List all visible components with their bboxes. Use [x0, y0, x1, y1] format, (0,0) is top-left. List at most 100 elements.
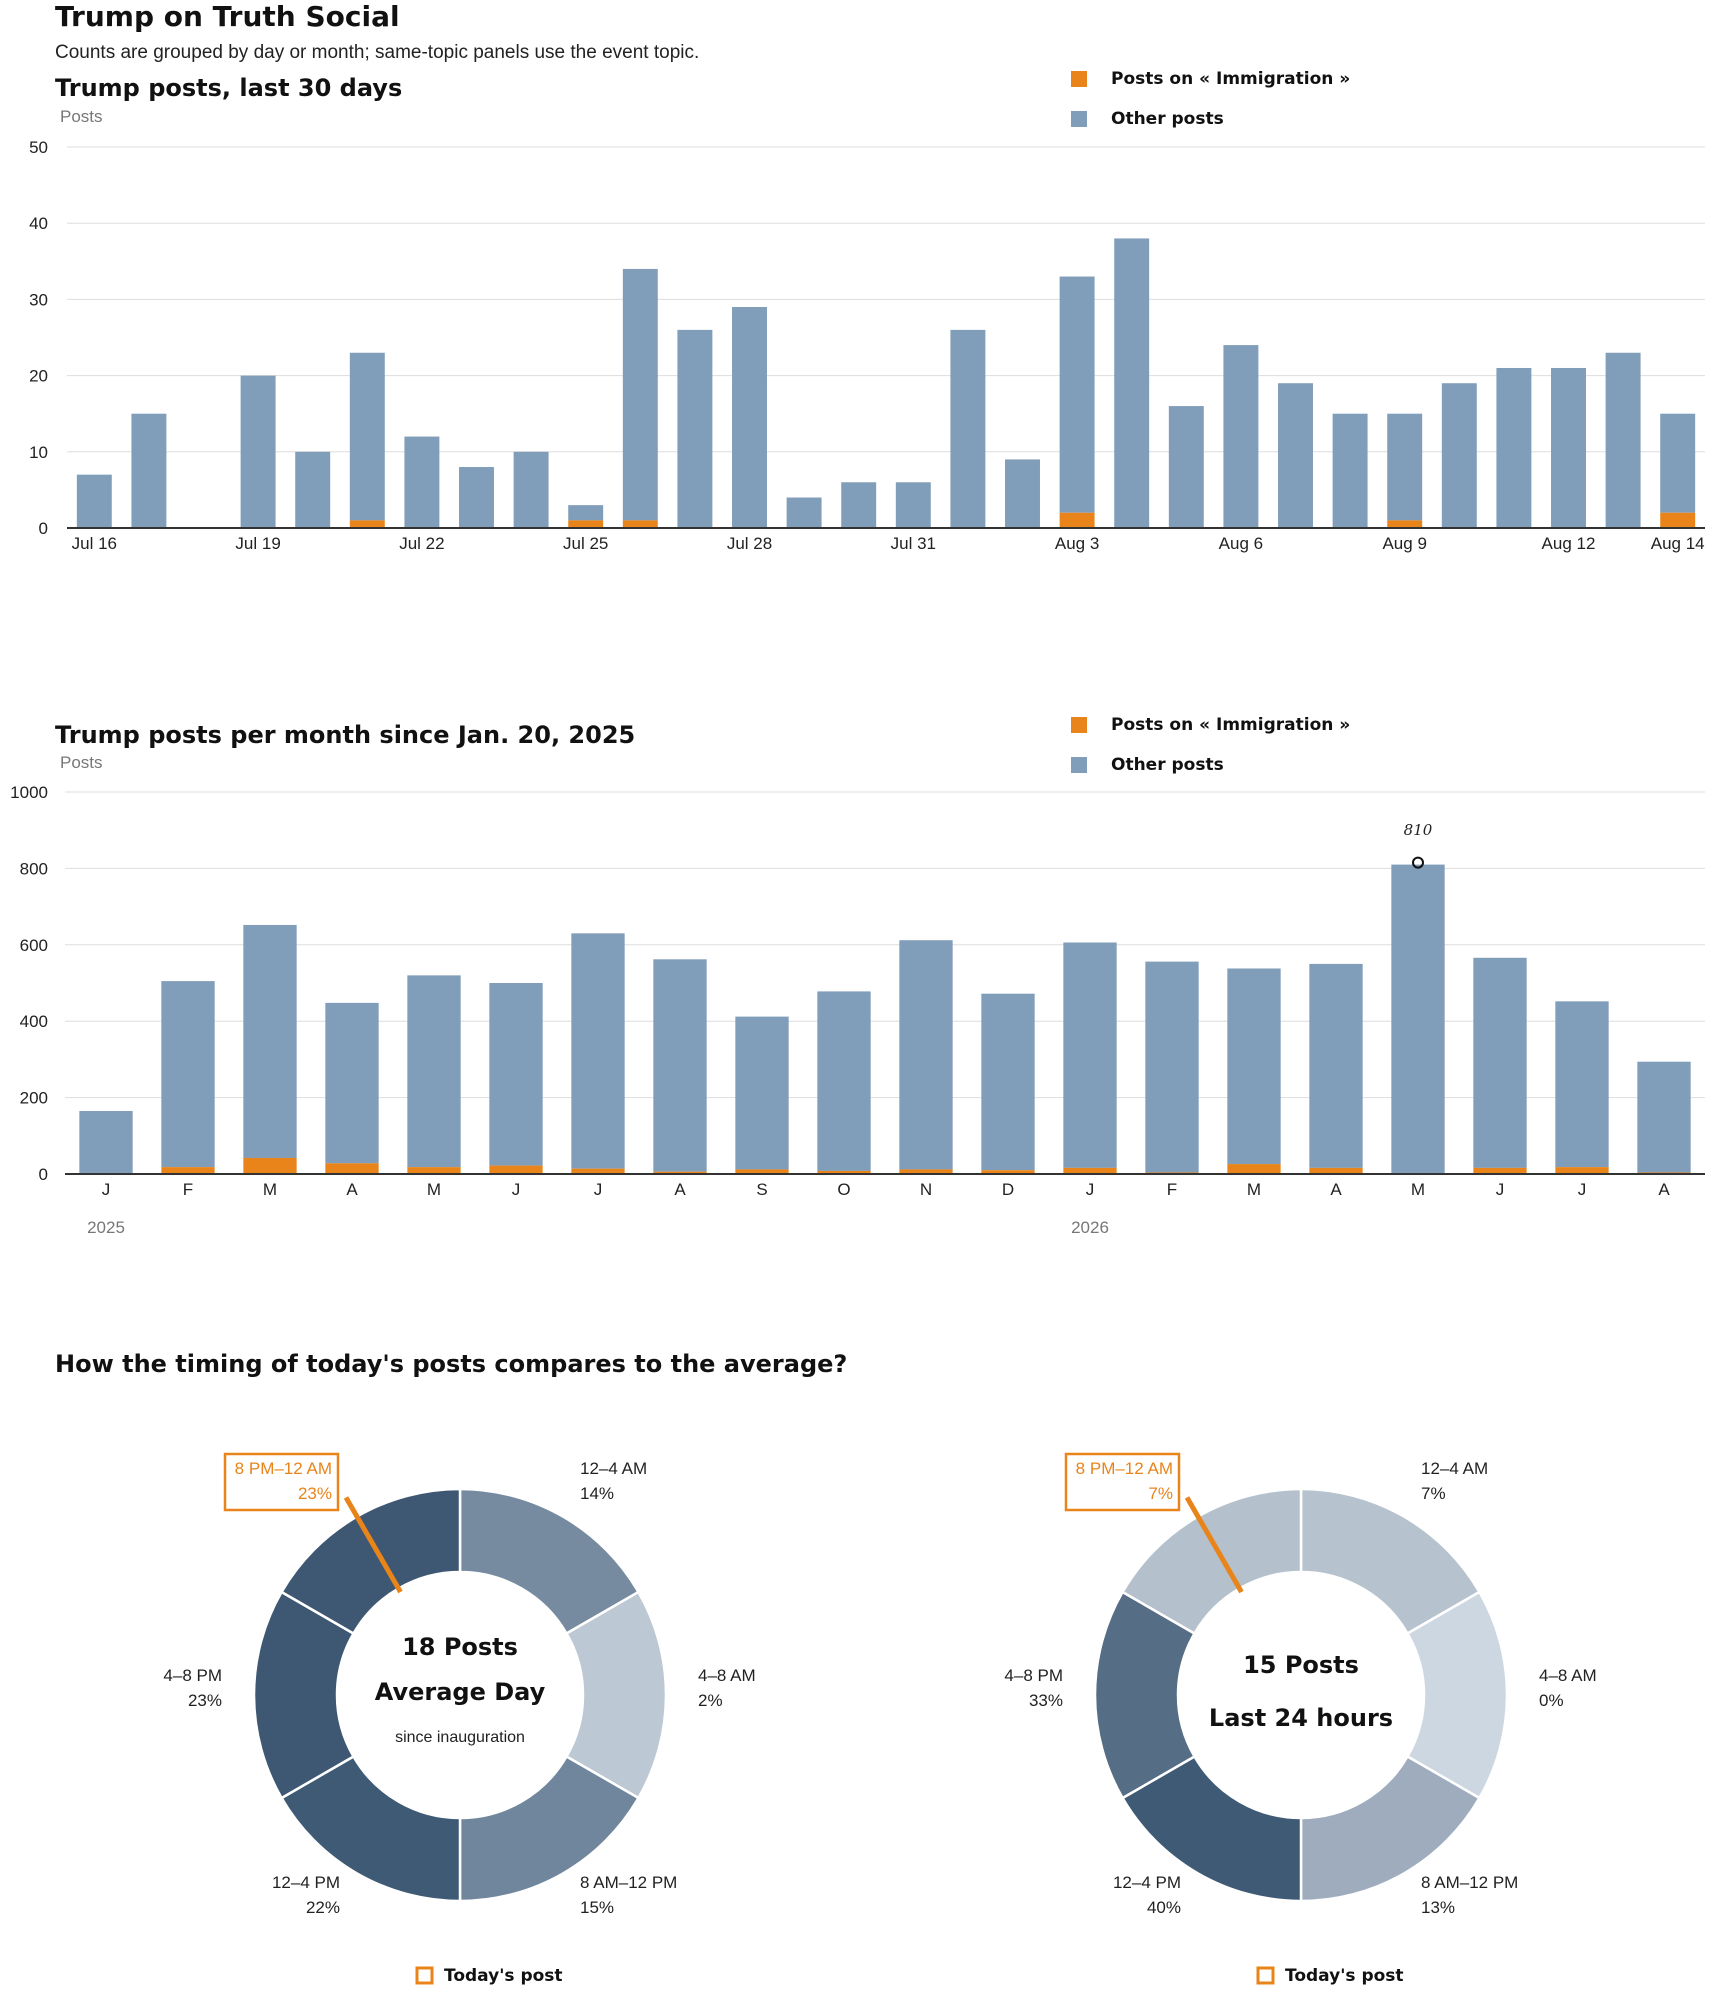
bar-other-posts	[1278, 383, 1313, 528]
daily-chart-legend: Posts on « Immigration » Other posts	[1071, 69, 1350, 129]
donut-segment	[1405, 1590, 1509, 1800]
x-tick-label: J	[512, 1180, 521, 1199]
segment-category-label: 8 AM–12 PM	[580, 1873, 677, 1892]
bar-topic-posts	[571, 1168, 625, 1174]
segment-category-label: 12–4 PM	[272, 1873, 340, 1892]
bar-other-posts	[240, 375, 276, 528]
x-tick-label: A	[1330, 1180, 1342, 1199]
donut-segment	[1299, 1754, 1482, 1903]
segment-category-label: 12–4 PM	[1113, 1873, 1181, 1892]
legend-swatch-topic	[1071, 71, 1087, 87]
segment-value-label: 23%	[188, 1691, 222, 1710]
donut-segment	[458, 1754, 641, 1903]
legend-swatch-other	[1071, 111, 1087, 127]
donut-segment	[1120, 1487, 1303, 1636]
bar-other-posts	[1555, 1001, 1609, 1168]
bar-other-posts	[1551, 367, 1586, 528]
segment-category-label: 8 PM–12 AM	[1076, 1459, 1173, 1478]
bar-other-posts	[1063, 942, 1117, 1168]
donut-segment	[1093, 1590, 1197, 1800]
highlight-label-box	[223, 1452, 340, 1512]
todays-post-marker	[343, 1496, 403, 1594]
bar-topic-posts	[622, 520, 658, 528]
segment-category-label: 8 AM–12 PM	[1421, 1873, 1518, 1892]
bar-other-posts	[1496, 367, 1532, 528]
y-tick-label: 600	[20, 936, 48, 955]
bar-other-posts	[732, 307, 767, 528]
bar-other-posts	[1473, 957, 1527, 1168]
year-label: 2025	[87, 1218, 125, 1237]
bar-other-posts	[1227, 968, 1281, 1165]
x-tick-label: J	[1578, 1180, 1587, 1199]
bar-other-posts	[677, 329, 713, 528]
segment-value-label: 0%	[1539, 1691, 1564, 1710]
x-tick-label: O	[837, 1180, 850, 1199]
segment-category-label: 4–8 PM	[1004, 1666, 1063, 1685]
legend-label-topic: Posts on « Immigration »	[1111, 715, 1350, 735]
x-tick-label: A	[346, 1180, 358, 1199]
x-tick-label: Aug 6	[1219, 534, 1263, 553]
bar-other-posts	[1168, 406, 1204, 528]
segment-category-label: 8 PM–12 AM	[235, 1459, 332, 1478]
todays-post-marker	[1184, 1496, 1244, 1594]
bar-topic-posts	[735, 1169, 789, 1174]
bar-other-posts	[895, 482, 931, 528]
average-day-donut: 12–4 AM 14% 4–8 AM 2% 8 AM–12 PM 15% 12–4 PM 22…	[163, 1452, 756, 1986]
donut-segment	[252, 1590, 356, 1800]
bar-other-posts	[1145, 961, 1199, 1173]
bar-topic-posts	[407, 1167, 461, 1174]
peak-annotation-label: 810	[1404, 821, 1433, 839]
legend-swatch-other	[1071, 757, 1087, 773]
donut-center-count: 15 Posts	[1243, 1651, 1359, 1679]
segment-category-label: 4–8 AM	[1539, 1666, 1597, 1685]
year-label: 2026	[1071, 1218, 1109, 1237]
donut-center-count: 18 Posts	[402, 1633, 518, 1661]
bar-topic-posts	[653, 1171, 707, 1174]
x-tick-label: J	[1496, 1180, 1505, 1199]
bar-other-posts	[1391, 864, 1445, 1174]
x-tick-label: Jul 16	[72, 534, 117, 553]
x-tick-label: Aug 12	[1542, 534, 1596, 553]
bar-other-posts	[981, 993, 1035, 1171]
y-tick-label: 1000	[10, 783, 48, 802]
segment-category-label: 12–4 AM	[580, 1459, 647, 1478]
segment-category-label: 4–8 PM	[163, 1666, 222, 1685]
bar-other-posts	[1332, 413, 1368, 528]
bar-other-posts	[653, 959, 707, 1172]
x-tick-label: Jul 22	[399, 534, 444, 553]
x-tick-label: Jul 25	[563, 534, 608, 553]
bar-other-posts	[513, 451, 549, 528]
segment-value-label: 22%	[306, 1898, 340, 1917]
bar-topic-posts	[1387, 520, 1423, 528]
donut-segment	[458, 1487, 641, 1636]
bar-other-posts	[161, 981, 215, 1168]
bar-topic-posts	[1059, 512, 1095, 528]
segment-value-label: 23%	[298, 1484, 332, 1503]
todays-post-legend-swatch	[415, 1966, 434, 1985]
segment-value-label: 7%	[1148, 1484, 1173, 1503]
bar-other-posts	[571, 933, 625, 1169]
bar-other-posts	[295, 451, 331, 528]
segment-value-label: 33%	[1029, 1691, 1063, 1710]
daily-chart-title: Trump posts, last 30 days	[55, 74, 402, 102]
bar-other-posts	[325, 1002, 379, 1164]
segment-value-label: 40%	[1147, 1898, 1181, 1917]
y-tick-label: 400	[20, 1012, 48, 1031]
y-tick-label: 0	[39, 1165, 48, 1184]
bar-topic-posts	[1660, 512, 1696, 528]
bar-other-posts	[349, 352, 385, 521]
y-tick-label: 200	[20, 1089, 48, 1108]
donut-center-caption: Average Day	[375, 1678, 546, 1706]
x-tick-label: Jul 19	[235, 534, 280, 553]
bar-other-posts	[489, 983, 543, 1166]
bar-other-posts	[735, 1016, 789, 1170]
x-tick-label: M	[1247, 1180, 1261, 1199]
x-tick-label: F	[183, 1180, 193, 1199]
x-tick-label: A	[1658, 1180, 1670, 1199]
bar-topic-posts	[1473, 1167, 1527, 1174]
bar-topic-posts	[1555, 1167, 1609, 1174]
x-tick-label: Jul 31	[891, 534, 936, 553]
bar-other-posts	[1114, 238, 1150, 528]
donut-center-caption: Last 24 hours	[1209, 1704, 1393, 1732]
segment-category-label: 12–4 AM	[1421, 1459, 1488, 1478]
